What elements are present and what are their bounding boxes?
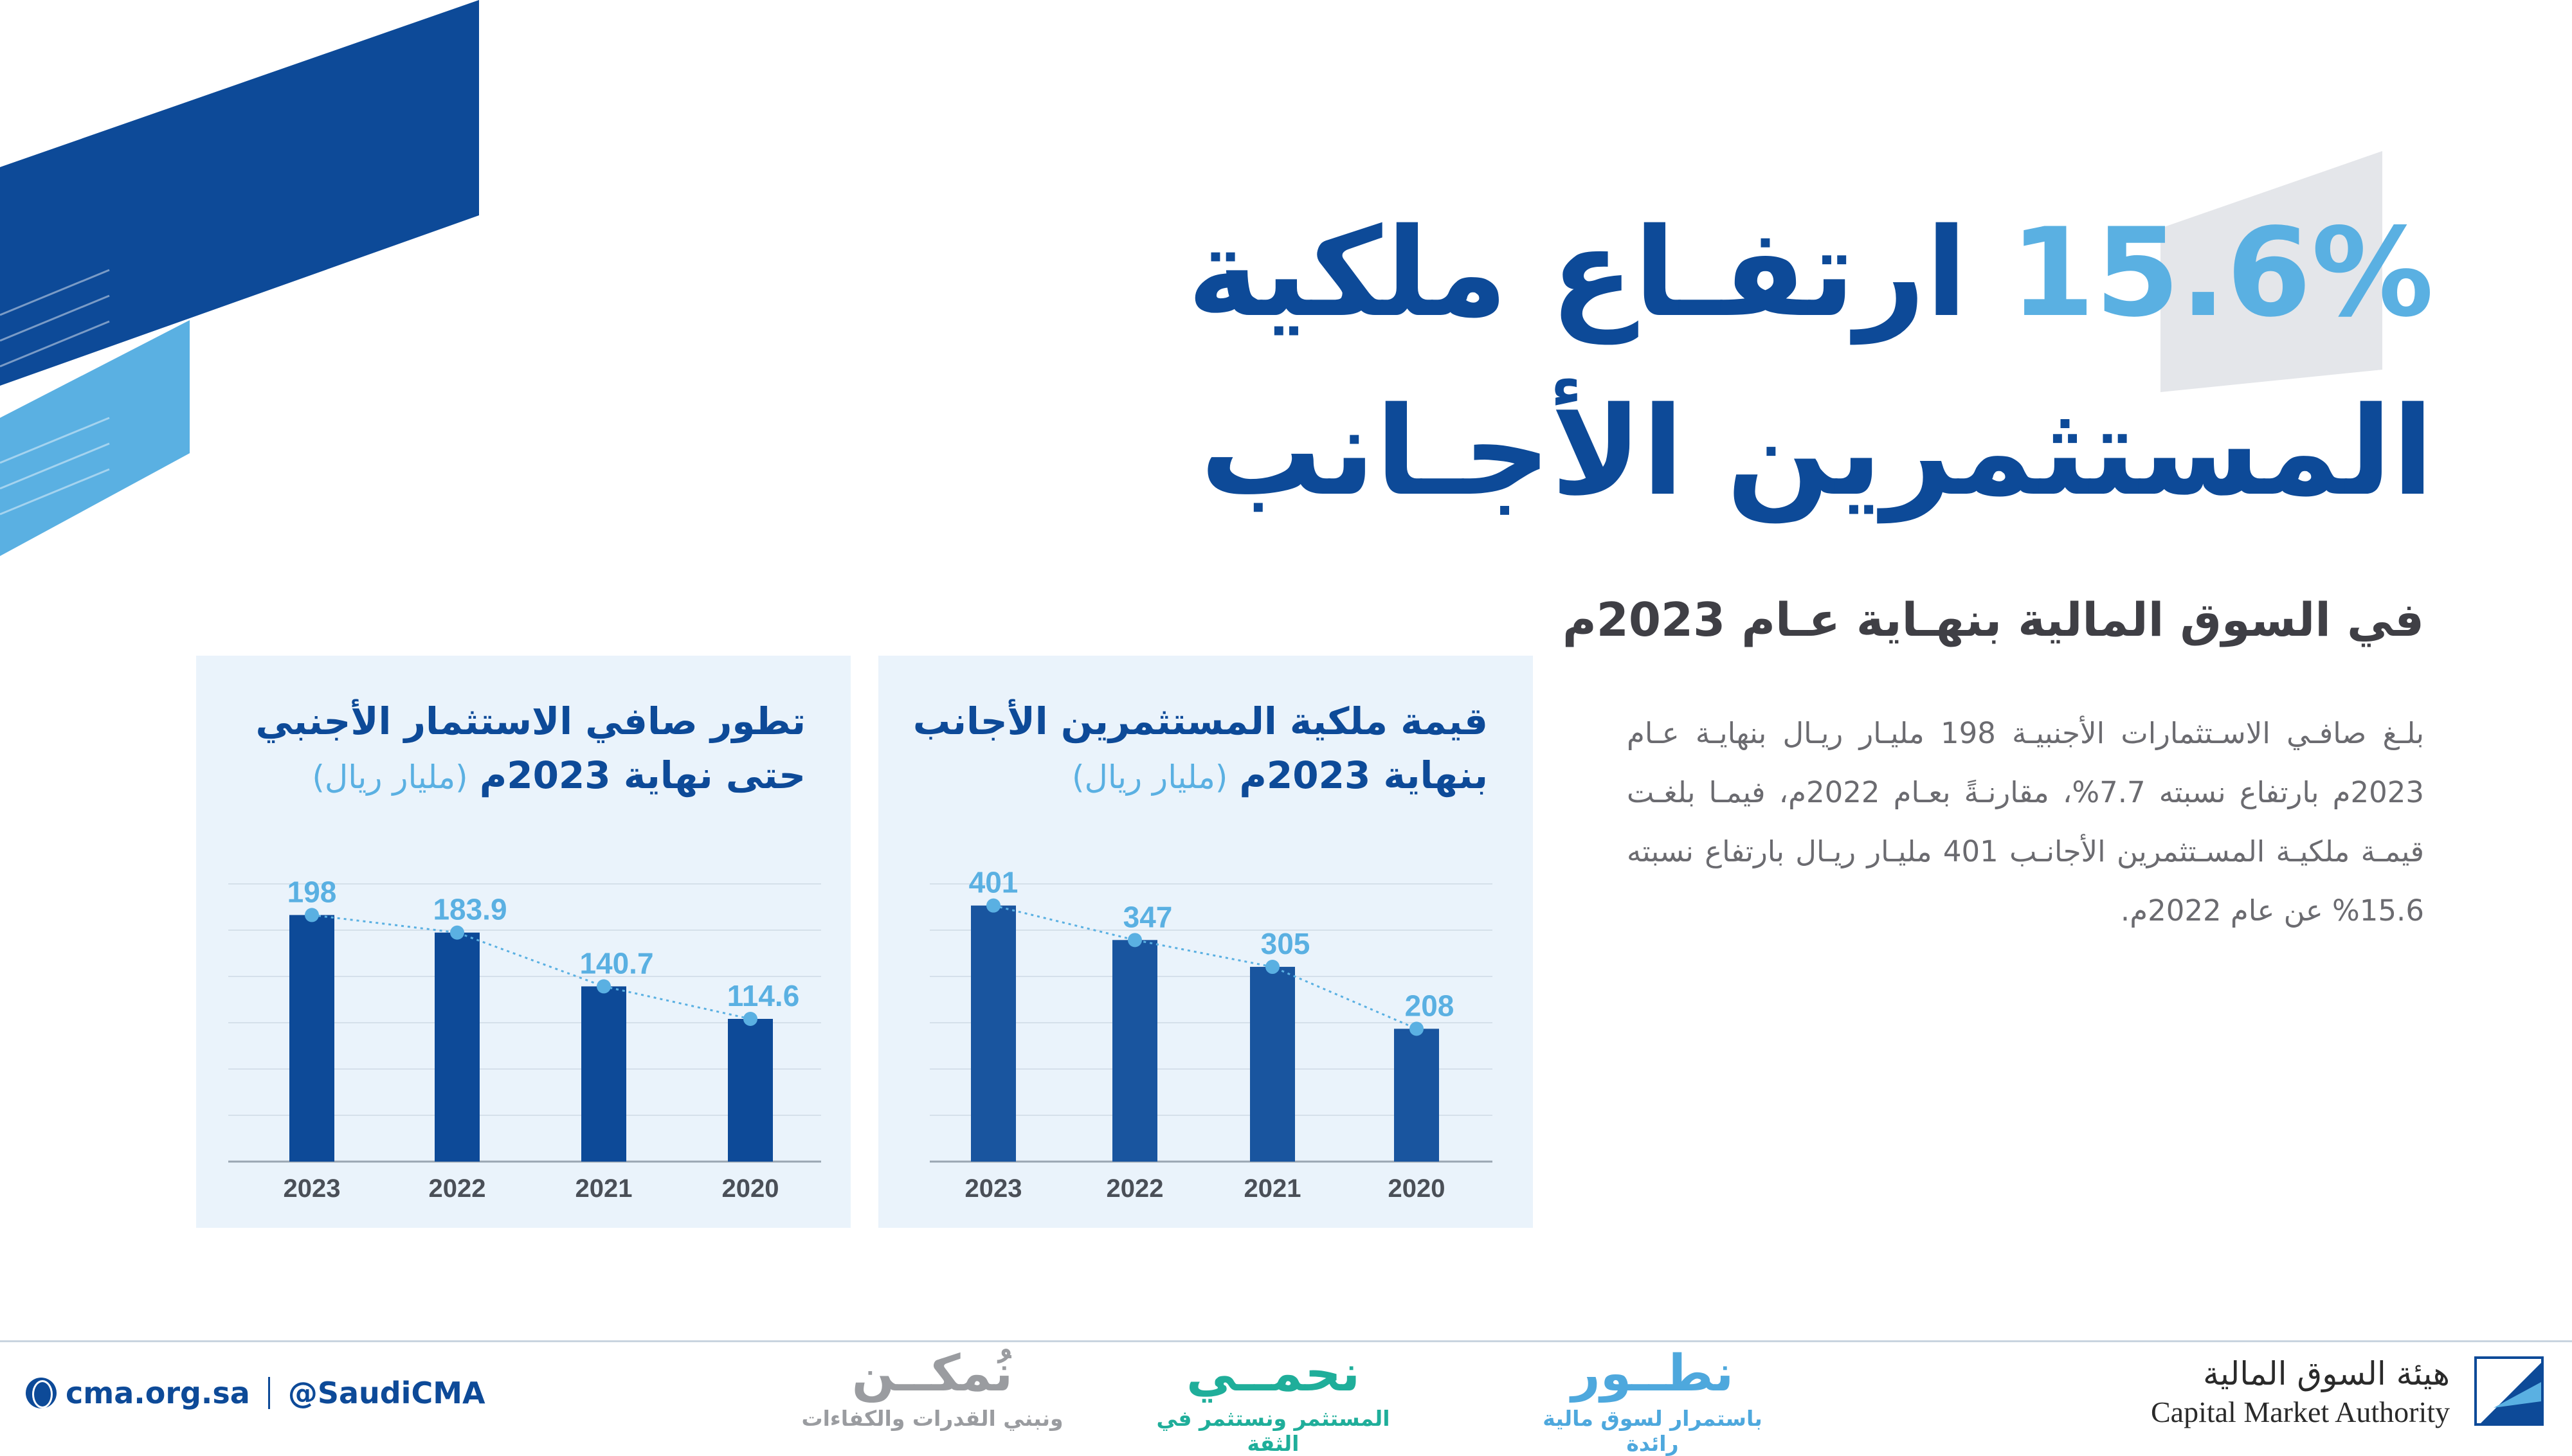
x-tick-label-2023: 2023	[965, 1174, 1022, 1203]
chart-panel-net-investment: تطور صافي الاستثمار الأجنبي حتى نهاية 20…	[196, 656, 851, 1228]
title-accent-shape	[2160, 151, 2382, 392]
slogan-title: نحمــي	[1186, 1345, 1361, 1403]
x-tick-label-2023: 2023	[284, 1174, 341, 1203]
data-point-2021	[597, 979, 611, 994]
footer-divider	[0, 1340, 2572, 1342]
slogan-title: نُمكــن	[851, 1345, 1013, 1403]
data-label-2021: 140.7	[579, 946, 653, 980]
chart-title-year: بنهاية 2023م	[1239, 753, 1488, 797]
slogan-subtitle: باستمرار لسوق مالية رائدة	[1543, 1405, 1762, 1456]
bar-chart-net-investment: 198 2023 183.9 2022 140.7 2021 114.6 2020	[228, 875, 821, 1203]
bar-2021	[1250, 967, 1295, 1162]
data-point-2022	[1128, 933, 1142, 948]
summary-paragraph: بلـغ صافـي الاسـتثمارات الأجنبيـة 198 مل…	[1627, 716, 2425, 928]
data-point-2023	[305, 908, 319, 922]
chart-unit: (مليار ريال)	[312, 759, 468, 796]
x-tick-label-2020: 2020	[1388, 1174, 1445, 1203]
website-link[interactable]: cma.org.sa	[66, 1376, 250, 1410]
chart-title-line1: قيمة ملكية المستثمرين الأجانب	[912, 699, 1488, 743]
slogan-subtitle: المستثمر ونستثمر في الثقة	[1156, 1405, 1390, 1456]
data-label-2020: 114.6	[727, 979, 800, 1012]
chart-unit: (مليار ريال)	[1072, 759, 1228, 796]
data-label-2023: 401	[969, 866, 1019, 899]
bar-2020	[1394, 1029, 1439, 1162]
page-subtitle: في السوق المالية بنهـاية عـام 2023م	[1562, 593, 2424, 647]
page-title-line2: المستثمرين الأجـانب	[1200, 381, 2434, 523]
title-percentage: 15.6%	[2009, 202, 2434, 344]
bar-2022	[435, 932, 480, 1162]
chart-title-line2: بنهاية 2023م (مليار ريال)	[1072, 753, 1488, 797]
slogan-develop: نطــور باستمرار لسوق مالية رائدة	[1530, 1345, 1775, 1456]
trend-line	[311, 913, 751, 1020]
data-label-2022: 347	[1123, 900, 1173, 933]
x-tick-label-2021: 2021	[575, 1174, 633, 1203]
bar-2022	[1112, 940, 1157, 1162]
data-point-2020	[743, 1011, 757, 1026]
data-point-2020	[1409, 1021, 1424, 1036]
slogan-enable: نُمكــن ونبني القدرات والكفاءات	[797, 1345, 1067, 1431]
chart-title-line1: تطور صافي الاستثمار الأجنبي	[255, 699, 806, 743]
footer-separator	[267, 1377, 270, 1409]
chart-panel-ownership: قيمة ملكية المستثمرين الأجانب بنهاية 202…	[878, 656, 1533, 1228]
data-point-2023	[986, 898, 1001, 913]
x-tick-label-2022: 2022	[1107, 1174, 1164, 1203]
chart-title-line2: حتى نهاية 2023م (مليار ريال)	[312, 753, 806, 797]
bar-2020	[728, 1018, 773, 1162]
x-tick-label-2021: 2021	[1244, 1174, 1301, 1203]
bar-2023	[289, 915, 334, 1162]
data-point-2022	[450, 925, 464, 940]
social-handle[interactable]: @SaudiCMA	[287, 1376, 485, 1410]
org-name-english: Capital Market Authority	[2150, 1396, 2450, 1428]
page-title-line1: 15.6% ارتفـاع ملكية	[1187, 212, 2434, 334]
data-label-2020: 208	[1405, 989, 1454, 1022]
chart-title-year: حتى نهاية 2023م	[479, 753, 806, 797]
x-tick-label-2022: 2022	[429, 1174, 486, 1203]
bar-chart-ownership: 401 2023 347 2022 305 2021 208 2020	[930, 866, 1492, 1203]
data-label-2021: 305	[1261, 927, 1310, 960]
x-tick-label-2020: 2020	[722, 1174, 779, 1203]
bar-2021	[581, 986, 626, 1162]
trend-line	[993, 904, 1417, 1030]
slogan-title: نطــور	[1571, 1345, 1734, 1403]
cma-logo-icon	[2474, 1356, 2544, 1426]
data-label-2023: 198	[287, 875, 337, 908]
org-name-arabic: هيئة السوق المالية	[2203, 1355, 2450, 1392]
slogan-protect: نحمــي المستثمر ونستثمر في الثقة	[1145, 1345, 1402, 1456]
slogan-subtitle: ونبني القدرات والكفاءات	[801, 1405, 1064, 1431]
decorative-stripes	[0, 0, 479, 556]
bar-2023	[971, 905, 1016, 1162]
footer-contacts: cma.org.sa @SaudiCMA	[26, 1376, 485, 1410]
data-label-2022: 183.9	[433, 893, 507, 926]
globe-icon	[26, 1378, 57, 1408]
title-text: ارتفـاع ملكية	[1187, 202, 1968, 344]
data-point-2021	[1265, 960, 1280, 975]
